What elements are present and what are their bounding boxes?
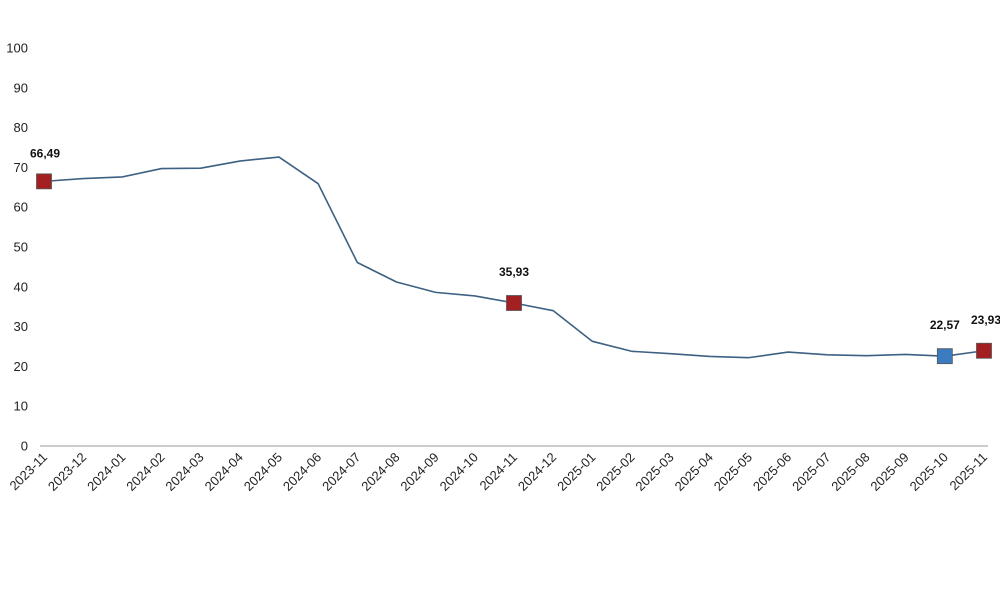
x-tick-label: 2025-10: [907, 450, 951, 494]
x-axis-ticks: 2023-112023-122024-012024-022024-032024-…: [6, 450, 990, 494]
x-tick-label: 2023-11: [6, 450, 50, 494]
x-tick-label: 2025-11: [946, 450, 990, 494]
x-tick-label: 2024-09: [397, 450, 441, 494]
x-tick-label: 2024-06: [280, 450, 324, 494]
series-line: [43, 156, 985, 359]
highlight-marker: [36, 173, 52, 190]
x-tick-label: 2025-08: [828, 450, 872, 494]
highlight-marker: [506, 295, 522, 311]
highlight-marker: [936, 348, 953, 365]
x-tick-label: 2024-08: [358, 450, 402, 494]
x-tick-label: 2024-10: [437, 450, 481, 494]
x-tick-label: 2024-12: [515, 450, 559, 494]
y-tick-label: 100: [6, 41, 28, 56]
x-tick-label: 2025-06: [750, 450, 794, 494]
x-tick-label: 2024-04: [202, 450, 246, 494]
data-label: 22,57: [930, 318, 960, 332]
x-tick-label: 2025-07: [789, 450, 833, 494]
data-labels: 66,49 35,93 22,57 23,93: [30, 146, 1000, 332]
x-tick-label: 2025-05: [711, 450, 755, 494]
y-tick-label: 40: [14, 279, 28, 294]
y-tick-label: 20: [14, 359, 28, 374]
x-tick-label: 2025-02: [593, 450, 637, 494]
y-tick-label: 60: [14, 200, 28, 215]
data-label: 66,49: [30, 146, 60, 160]
x-tick-label: 2024-01: [84, 450, 128, 494]
x-tick-label: 2024-11: [476, 450, 520, 494]
x-tick-label: 2025-04: [672, 450, 716, 494]
highlight-markers: [36, 173, 992, 365]
x-tick-label: 2023-12: [45, 450, 89, 494]
x-tick-label: 2025-01: [554, 450, 598, 494]
data-label: 35,93: [499, 265, 529, 279]
highlight-marker: [976, 342, 992, 359]
x-tick-label: 2024-03: [162, 450, 206, 494]
y-tick-label: 70: [14, 160, 28, 175]
x-tick-label: 2024-07: [319, 450, 363, 494]
x-tick-label: 2025-03: [632, 450, 676, 494]
y-axis-ticks: 0 10 20 30 40 50 60 70 80 90 100: [6, 41, 28, 454]
y-tick-label: 10: [14, 399, 28, 414]
y-tick-label: 0: [21, 439, 28, 454]
data-label: 23,93: [971, 313, 1000, 327]
x-tick-label: 2025-09: [867, 450, 911, 494]
y-tick-label: 30: [14, 319, 28, 334]
x-tick-label: 2024-05: [241, 450, 285, 494]
y-tick-label: 90: [14, 80, 28, 95]
y-tick-label: 50: [14, 240, 28, 255]
y-tick-label: 80: [14, 120, 28, 135]
x-tick-label: 2024-02: [123, 450, 167, 494]
